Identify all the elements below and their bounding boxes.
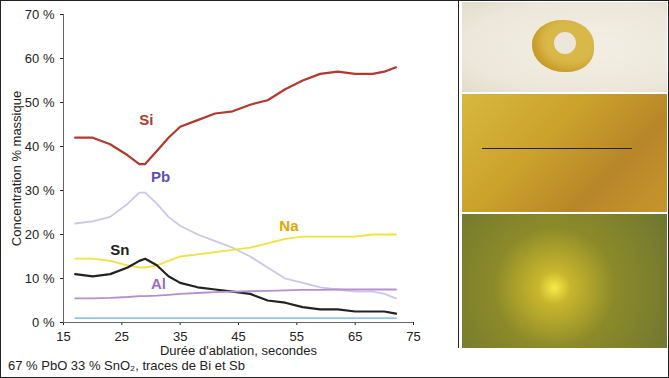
svg-text:40 %: 40 %: [25, 139, 55, 154]
svg-text:10 %: 10 %: [25, 271, 55, 286]
svg-text:75: 75: [406, 329, 420, 344]
html-text:67 % PbO 33 % SnO₂, traces de: 67 % PbO 33 % SnO₂, traces de Bi et Sb: [8, 358, 245, 373]
svg-text:Durée d'ablation, secondes: Durée d'ablation, secondes: [160, 343, 318, 358]
svg-text:Concentration % massique: Concentration % massique: [9, 91, 24, 246]
svg-text:65: 65: [348, 329, 362, 344]
svg-text:15: 15: [56, 329, 70, 344]
svg-text:45: 45: [231, 329, 245, 344]
svg-text:Sn: Sn: [110, 241, 129, 258]
svg-text:20 %: 20 %: [25, 227, 55, 242]
svg-text:0 %: 0 %: [32, 315, 55, 330]
svg-text:50 %: 50 %: [25, 95, 55, 110]
svg-text:Al: Al: [151, 275, 166, 292]
svg-text:25: 25: [115, 329, 129, 344]
svg-text:35: 35: [173, 329, 187, 344]
svg-text:55: 55: [290, 329, 304, 344]
svg-text:Si: Si: [139, 111, 153, 128]
svg-text:30 %: 30 %: [25, 183, 55, 198]
svg-text:60 %: 60 %: [25, 51, 55, 66]
svg-text:Na: Na: [279, 217, 299, 234]
svg-text:70 %: 70 %: [25, 7, 55, 22]
svg-text:Pb: Pb: [151, 168, 170, 185]
